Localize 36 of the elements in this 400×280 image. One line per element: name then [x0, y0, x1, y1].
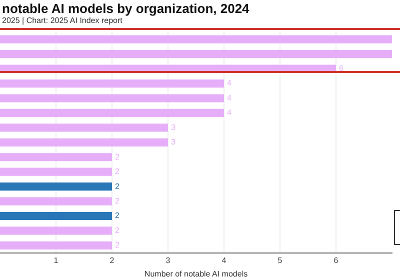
- bar: [0, 50, 392, 58]
- data-label: 2: [115, 211, 120, 220]
- x-tick-label: 5: [278, 256, 283, 265]
- chart-subtitle: 2025 | Chart: 2025 AI Index report: [2, 16, 122, 25]
- bar: [0, 197, 112, 206]
- data-label: 6: [339, 64, 344, 74]
- data-label: 2: [115, 240, 120, 250]
- x-tick-label: 6: [334, 256, 339, 265]
- data-label: 3: [171, 138, 176, 147]
- x-axis-title: Number of notable AI models: [144, 269, 248, 278]
- data-label: 2: [115, 167, 120, 176]
- data-label: 2: [115, 196, 120, 206]
- bar: [0, 182, 112, 191]
- bar: [0, 138, 168, 146]
- bar: [0, 94, 224, 102]
- bar: [0, 35, 392, 44]
- data-label: 4: [227, 108, 232, 118]
- bar: [0, 212, 112, 220]
- bar: [0, 108, 224, 118]
- bar: [0, 168, 112, 176]
- data-label: 3: [171, 122, 176, 132]
- data-label: 4: [227, 78, 232, 88]
- bar: [0, 79, 224, 88]
- x-tick-label: 4: [222, 256, 227, 265]
- data-label: 4: [227, 93, 232, 102]
- x-tick-label: 1: [54, 256, 59, 265]
- bar: [0, 241, 112, 250]
- chart-title: notable AI models by organization, 2024: [2, 1, 250, 16]
- data-label: 2: [115, 226, 120, 235]
- bar: [0, 153, 112, 162]
- x-tick-label: 2: [110, 256, 115, 265]
- bar: [0, 226, 112, 235]
- x-tick-label: 3: [166, 256, 171, 265]
- data-label: 2: [115, 182, 120, 191]
- data-label: 2: [115, 152, 120, 162]
- bar: [0, 124, 168, 132]
